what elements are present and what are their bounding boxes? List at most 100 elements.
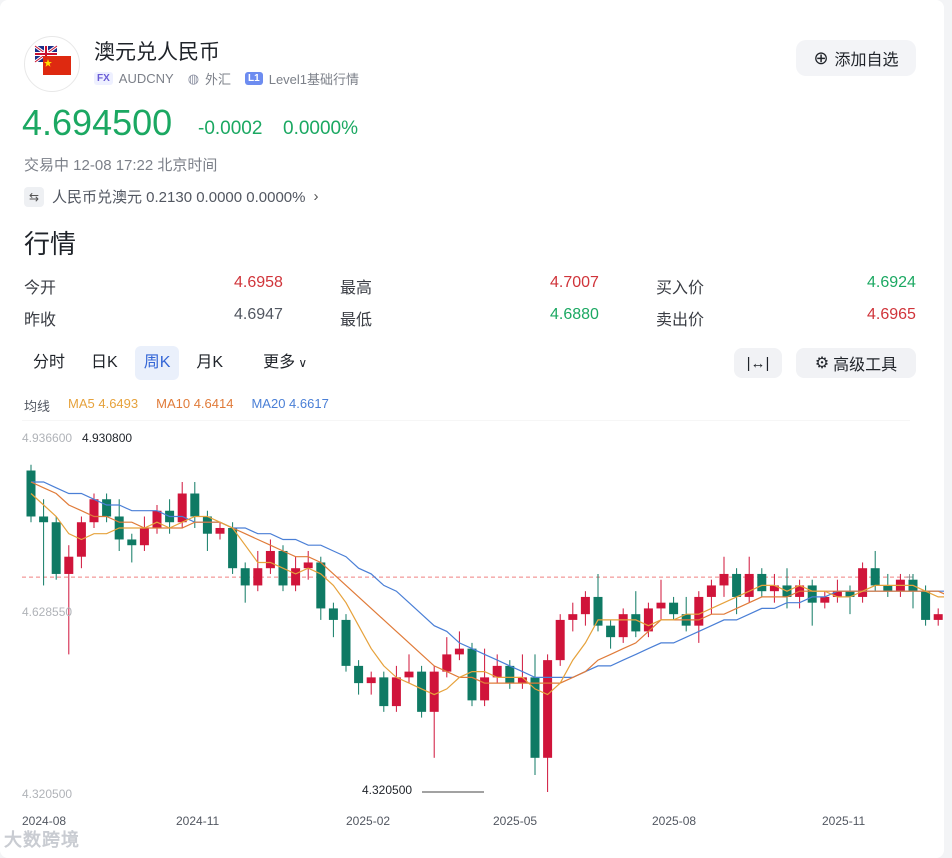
swap-icon: ⇆ <box>24 186 44 207</box>
more-label: 更多 <box>263 354 296 371</box>
candle-body <box>732 573 742 597</box>
candle-body <box>606 625 616 638</box>
candle-body <box>643 608 653 632</box>
stat-label: 今开 <box>24 280 57 297</box>
stat-label: 最低 <box>340 312 373 329</box>
candle-body <box>870 568 880 586</box>
ma20-value: MA20 4.6617 <box>251 396 329 411</box>
page-title: 澳元兑人民币 <box>94 41 220 64</box>
candle-body <box>555 619 565 661</box>
add-watchlist-button[interactable]: ⊕ 添加自选 <box>796 40 916 76</box>
y-axis-mid-label: 4.628550 <box>22 605 72 619</box>
inverse-quote-link[interactable]: ⇆ 人民币兑澳元 0.2130 0.0000 0.0000% › <box>24 186 318 207</box>
candle-body <box>656 602 666 609</box>
candle-body <box>379 677 389 707</box>
candle-body <box>820 596 830 603</box>
candle-body <box>429 671 439 712</box>
candle-body <box>530 677 540 758</box>
period-tabs: 分时 日K 周K 月K 更多 ∨ <box>24 346 324 380</box>
candle-body <box>492 665 502 678</box>
candle-body <box>89 499 99 523</box>
add-watchlist-label: 添加自选 <box>834 52 899 69</box>
candle-body <box>744 573 754 597</box>
candle-body <box>442 654 452 672</box>
stat-label: 卖出价 <box>656 312 705 329</box>
ma5-line <box>30 493 944 696</box>
x-axis-label: 2024-11 <box>176 814 219 828</box>
trading-status: 交易中 12-08 17:22 北京时间 <box>24 157 218 174</box>
candle-body <box>467 648 477 701</box>
candle-body <box>517 677 527 684</box>
symbol-meta: FX AUDCNY ◍ 外汇 L1 Level1基础行情 <box>94 69 359 88</box>
candle-body <box>706 585 716 597</box>
y-axis-min-label: 4.320500 <box>22 787 72 801</box>
candle-body <box>543 660 553 758</box>
candle-body <box>152 510 162 528</box>
candle-body <box>215 527 225 534</box>
candle-body <box>127 539 137 546</box>
candle-body <box>253 568 263 586</box>
ma-legend: 均线 MA5 4.6493 MA10 4.6414 MA20 4.6617 <box>24 396 329 415</box>
tab-daily[interactable]: 日K <box>91 354 118 371</box>
plus-circle-icon: ⊕ <box>813 47 829 68</box>
globe-icon: ◍ <box>187 70 200 86</box>
tab-monthly[interactable]: 月K <box>196 354 224 371</box>
candle-body <box>757 573 767 592</box>
ma5-value: MA5 4.6493 <box>68 396 139 411</box>
candle-body <box>454 648 464 655</box>
stat-value: 4.6947 <box>234 306 283 323</box>
advanced-tools-label: 高级工具 <box>833 357 898 374</box>
candle-body <box>64 556 74 574</box>
candle-body <box>568 614 578 620</box>
tab-more[interactable]: 更多 ∨ <box>254 346 316 380</box>
candle-body <box>291 568 301 586</box>
candle-body <box>580 596 590 615</box>
candle-body <box>505 665 515 684</box>
section-title: 行情 <box>24 229 77 259</box>
tab-weekly[interactable]: 周K <box>134 346 180 380</box>
candle-body <box>354 665 364 684</box>
candle-body <box>316 562 326 609</box>
stat-value: 4.6880 <box>550 306 599 323</box>
x-axis-label: 2025-02 <box>346 814 390 828</box>
ma10-value: MA10 4.6414 <box>156 396 234 411</box>
candle-body <box>404 671 414 678</box>
candle-body <box>202 516 212 534</box>
price-change: -0.0002 <box>198 118 263 139</box>
candle-body <box>51 522 61 574</box>
stat-label: 昨收 <box>24 312 57 329</box>
symbol-code: AUDCNY <box>118 71 174 86</box>
candle-body <box>807 585 817 603</box>
candle-body <box>933 614 943 620</box>
candle-body <box>480 677 490 701</box>
fit-width-button[interactable]: |↔| <box>734 348 782 378</box>
level-label: Level1基础行情 <box>268 72 360 87</box>
candle-body <box>719 573 729 586</box>
candle-body <box>265 550 275 569</box>
candlestick-chart[interactable]: 4.936600 4.930800 4.628550 4.320500 4.320500… <box>0 420 944 840</box>
expand-horizontal-icon: |↔| <box>746 354 770 372</box>
candle-body <box>190 493 200 517</box>
candle-body <box>832 591 842 597</box>
advanced-tools-button[interactable]: ⚙ 高级工具 <box>796 348 916 378</box>
stat-label: 买入价 <box>656 280 705 297</box>
stat-value: 4.6965 <box>867 306 916 323</box>
level-tag: L1 <box>245 72 263 85</box>
stat-value: 4.7007 <box>550 274 599 291</box>
price-change-pct: 0.0000% <box>283 118 359 139</box>
market-label: 外汇 <box>205 72 232 87</box>
tab-intraday[interactable]: 分时 <box>33 354 66 371</box>
high-marker-label: 4.930800 <box>82 431 132 445</box>
candle-body <box>39 516 49 523</box>
tools-icon: ⚙ <box>814 355 830 372</box>
low-marker-label: 4.320500 <box>362 783 412 797</box>
candle-body <box>694 596 704 626</box>
stat-value: 4.6924 <box>867 274 916 291</box>
current-price: 4.694500 <box>22 102 173 143</box>
stat-value: 4.6958 <box>234 274 283 291</box>
candle-body <box>366 677 376 684</box>
watermark-logo: 大数跨境 <box>4 830 80 850</box>
candle-body <box>328 608 338 620</box>
candle-body <box>921 591 931 620</box>
